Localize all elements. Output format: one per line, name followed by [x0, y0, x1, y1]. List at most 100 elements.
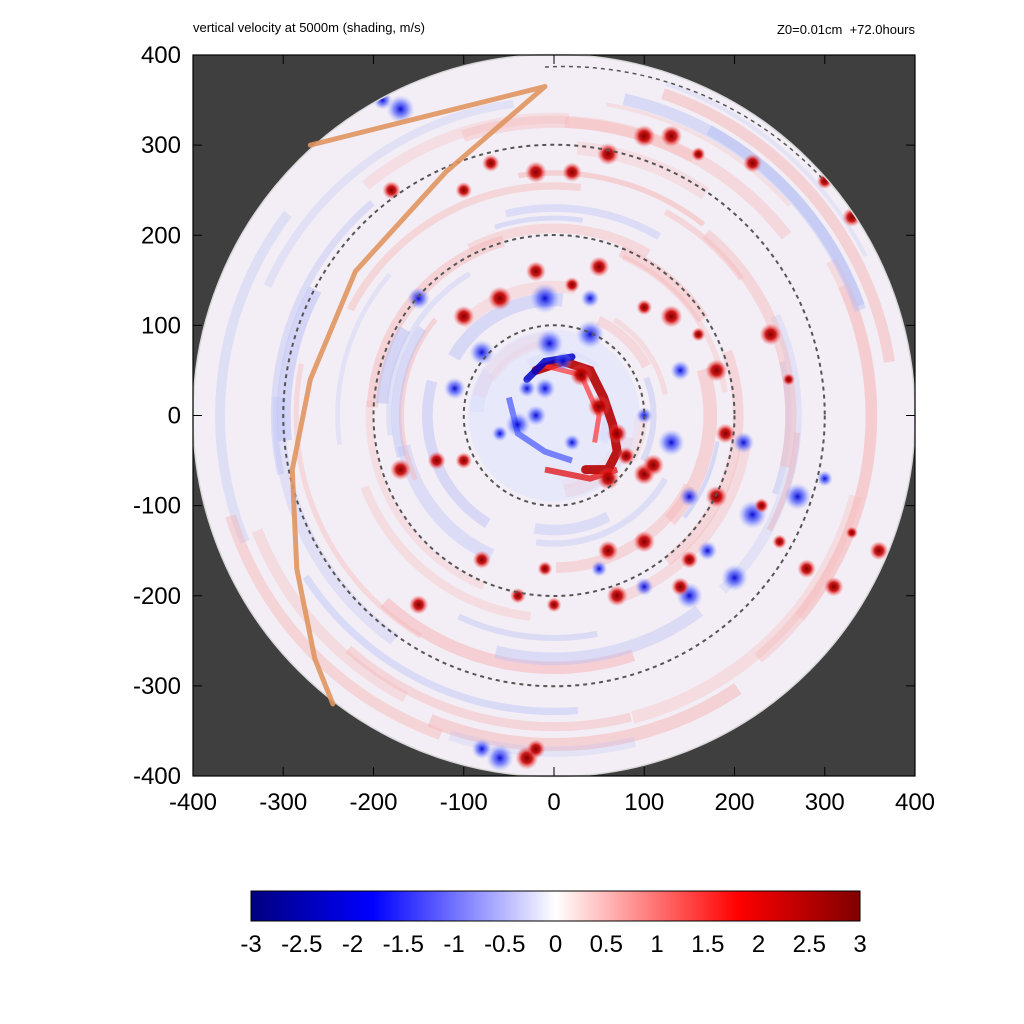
weak-motion-band: [605, 102, 791, 207]
x-tick-label: 300: [805, 789, 845, 816]
x-axis: -400 -300 -200 -100 0 100 200 300 400: [169, 55, 935, 816]
updraft-cell: [482, 154, 500, 172]
updraft-cell: [607, 423, 628, 444]
weak-motion-band: [718, 313, 802, 594]
updraft-cell: [525, 261, 547, 282]
updraft-cell: [453, 305, 475, 327]
weak-motion-band: [302, 574, 579, 716]
weak-motion-band: [225, 514, 443, 740]
y-tick-label: -100: [133, 493, 181, 520]
weak-motion-band: [706, 125, 865, 308]
updraft-cell: [587, 395, 611, 418]
updraft-cell: [797, 559, 817, 579]
x-tick-label: -200: [349, 789, 397, 816]
weak-motion-band: [346, 182, 582, 312]
x-tick-label: 400: [895, 789, 935, 816]
downdraft-cell: [534, 377, 556, 399]
colorbar-gradient: [250, 890, 861, 922]
weak-motion-band: [533, 511, 611, 536]
colorbar-labels: -3 -2.5 -2 -1.5 -1 -0.5 0 0.5 1 1.5 2 2.5 3: [240, 931, 866, 958]
updraft-cell: [869, 541, 889, 561]
colorbar-tick-label: -0.5: [484, 931, 525, 958]
weak-motion-band: [427, 682, 742, 752]
updraft-cell: [660, 125, 683, 148]
downdraft-cell: [580, 288, 600, 308]
weak-motion-band: [270, 200, 375, 475]
colorbar-tick-label: 3: [853, 931, 866, 958]
colorbar-tick-label: 1.5: [691, 931, 724, 958]
weak-motion-band: [504, 204, 661, 240]
weak-motion-band: [564, 117, 696, 163]
weak-motion-band: [398, 317, 438, 481]
updraft-cell: [455, 181, 473, 199]
weak-motion-band: [362, 112, 570, 190]
outer-ring-arc: [544, 65, 826, 182]
updraft-cell: [472, 550, 491, 569]
updraft-cell: [596, 467, 620, 490]
weak-motion-band: [263, 99, 515, 288]
colorbar-tick-label: 0.5: [590, 931, 623, 958]
y-tick-label: 0: [168, 403, 181, 430]
updraft-cell: [382, 180, 401, 200]
y-axis: -400 -300 -200 -100 0 100 200 300 400: [133, 42, 915, 790]
updraft-cell: [562, 162, 582, 182]
eye-region: [468, 329, 640, 502]
updraft-cell: [680, 550, 699, 569]
colorbar-tick-label: 1: [650, 931, 663, 958]
updraft-cell: [636, 299, 653, 316]
downdraft-cell: [471, 738, 492, 760]
weak-motion-band: [251, 528, 409, 703]
weak-motion-band: [612, 317, 668, 395]
colorbar-tick-label: 2.5: [793, 931, 826, 958]
weak-motion-band: [766, 432, 801, 532]
weak-motion-band: [467, 223, 651, 258]
downdraft-cell: [670, 360, 691, 381]
weak-motion-band: [380, 597, 636, 674]
updraft-cell: [705, 359, 728, 382]
downdraft-cell: [635, 577, 654, 596]
y-tick-label: 100: [141, 312, 181, 339]
downdraft-cell: [784, 483, 812, 511]
weak-motion-band: [391, 325, 427, 458]
y-tick-label: 300: [141, 132, 181, 159]
weak-motion-band: [794, 257, 878, 621]
updraft-cell: [633, 530, 656, 553]
weak-motion-band: [494, 605, 704, 666]
downdraft-cell: [486, 744, 514, 772]
updraft-cell: [845, 526, 858, 539]
weak-motion-band: [494, 215, 584, 230]
downdraft-cell: [407, 287, 430, 310]
range-rings: [282, 65, 826, 688]
weak-motion-band: [345, 645, 632, 732]
weak-motion-band: [663, 209, 745, 281]
updraft-cell: [759, 323, 782, 346]
updraft-cell: [691, 327, 706, 342]
updraft-cell: [588, 256, 610, 278]
model-domain: [193, 54, 915, 777]
y-tick-label: -200: [133, 583, 181, 610]
chart-subtitle: Z0=0.01cm +72.0hours: [776, 22, 915, 37]
range-ring-200: [372, 234, 736, 597]
storm-track: [289, 84, 548, 707]
colorbar-tick-label: -1.5: [383, 931, 424, 958]
downdraft-cell: [491, 425, 508, 442]
updraft-cell: [823, 576, 844, 597]
x-tick-label: 0: [547, 789, 560, 816]
downdraft-cell: [505, 412, 531, 438]
downdraft-cell: [535, 329, 564, 358]
weak-motion-band: [682, 441, 720, 519]
downdraft-cell: [553, 352, 573, 371]
weak-motion-band: [386, 271, 472, 436]
updraft-cell: [526, 739, 546, 759]
updraft-cell: [617, 447, 636, 466]
downdraft-cell: [679, 486, 700, 507]
x-tick-label: 200: [714, 789, 754, 816]
updraft-cell: [510, 587, 526, 604]
updraft-cell: [782, 373, 795, 386]
weak-motion-band: [360, 485, 532, 621]
downdraft-cell: [529, 283, 560, 314]
weak-motion-band: [631, 494, 862, 724]
colorbar-tick-label: -2.5: [281, 931, 322, 958]
y-tick-label: 400: [141, 42, 181, 69]
updraft-cell: [537, 561, 553, 577]
